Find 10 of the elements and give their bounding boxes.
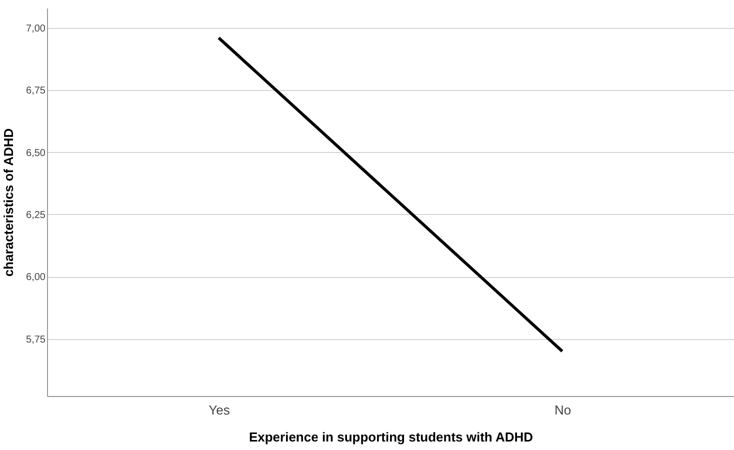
y-tick-label: 5,75: [26, 334, 46, 346]
x-axis-title: Experience in supporting students with ADHD: [248, 430, 534, 444]
y-tick-label: 6,25: [26, 210, 46, 221]
y-axis-title: characteristics of ADHD: [1, 128, 16, 277]
y-tick-label: 6,50: [26, 148, 46, 159]
y-tick-label: 6,75: [26, 86, 46, 97]
x-tick-label: Yes: [208, 402, 230, 418]
y-tick-label: 6,00: [26, 272, 46, 284]
x-tick-label: No: [554, 402, 572, 418]
y-tick-label: 7,00: [26, 23, 46, 34]
